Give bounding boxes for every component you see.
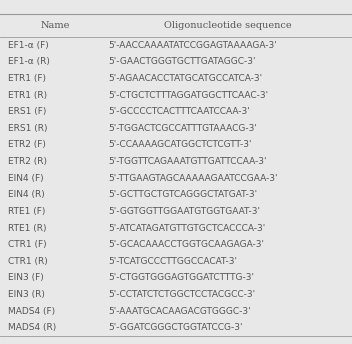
Text: ERS1 (F): ERS1 (F)	[8, 107, 46, 116]
Text: 5'-TGGACTCGCCATTTGTAAACG-3': 5'-TGGACTCGCCATTTGTAAACG-3'	[108, 124, 257, 133]
Text: 5'-TCATGCCCTTGGCCACAT-3': 5'-TCATGCCCTTGGCCACAT-3'	[108, 257, 237, 266]
Text: 5'-AACCAAAATATCCGGAGTAAAAGA-3': 5'-AACCAAAATATCCGGAGTAAAAGA-3'	[108, 41, 277, 50]
Text: ETR1 (R): ETR1 (R)	[8, 90, 47, 100]
Text: 5'-CTGGTGGGAGTGGATCTTTG-3': 5'-CTGGTGGGAGTGGATCTTTG-3'	[108, 273, 254, 282]
Text: 5'-CCTATCTCTGGCTCCTACGCC-3': 5'-CCTATCTCTGGCTCCTACGCC-3'	[108, 290, 255, 299]
Text: MADS4 (R): MADS4 (R)	[8, 323, 56, 332]
Text: 5'-CTGCTCTTTAGGATGGCTTCAAC-3': 5'-CTGCTCTTTAGGATGGCTTCAAC-3'	[108, 90, 268, 100]
Text: 5'-GGATCGGGCTGGTATCCG-3': 5'-GGATCGGGCTGGTATCCG-3'	[108, 323, 243, 332]
Text: RTE1 (R): RTE1 (R)	[8, 224, 46, 233]
Text: ETR1 (F): ETR1 (F)	[8, 74, 46, 83]
Text: EIN4 (R): EIN4 (R)	[8, 190, 45, 199]
Text: 5'-CCAAAAGCATGGCTCTCGTT-3': 5'-CCAAAAGCATGGCTCTCGTT-3'	[108, 140, 251, 150]
Text: 5'-TTGAAGTAGCAAAAAGAATCCGAA-3': 5'-TTGAAGTAGCAAAAAGAATCCGAA-3'	[108, 174, 277, 183]
Text: 5'-GAACTGGGTGCTTGATAGGC-3': 5'-GAACTGGGTGCTTGATAGGC-3'	[108, 57, 256, 66]
Text: CTR1 (F): CTR1 (F)	[8, 240, 46, 249]
Text: ETR2 (F): ETR2 (F)	[8, 140, 46, 150]
Text: Name: Name	[40, 21, 70, 31]
Text: EF1-α (F): EF1-α (F)	[8, 41, 49, 50]
Text: Oligonucleotide sequence: Oligonucleotide sequence	[164, 21, 292, 31]
Text: EIN3 (F): EIN3 (F)	[8, 273, 44, 282]
Text: MADS4 (F): MADS4 (F)	[8, 307, 55, 315]
Text: 5'-TGGTTCAGAAATGTTGATTCCAA-3': 5'-TGGTTCAGAAATGTTGATTCCAA-3'	[108, 157, 266, 166]
Text: ERS1 (R): ERS1 (R)	[8, 124, 48, 133]
Text: 5'-AGAACACCTATGCATGCCATCA-3': 5'-AGAACACCTATGCATGCCATCA-3'	[108, 74, 262, 83]
Text: 5'-AAATGCACAAGACGTGGGC-3': 5'-AAATGCACAAGACGTGGGC-3'	[108, 307, 251, 315]
Text: 5'-GCCCCTCACTTTCAATCCAA-3': 5'-GCCCCTCACTTTCAATCCAA-3'	[108, 107, 250, 116]
Text: 5'-GCTTGCTGTCAGGGCTATGAT-3': 5'-GCTTGCTGTCAGGGCTATGAT-3'	[108, 190, 257, 199]
Text: 5'-ATCATAGATGTTGTGCTCACCCA-3': 5'-ATCATAGATGTTGTGCTCACCCA-3'	[108, 224, 265, 233]
Text: EIN3 (R): EIN3 (R)	[8, 290, 45, 299]
Text: EF1-α (R): EF1-α (R)	[8, 57, 50, 66]
Text: EIN4 (F): EIN4 (F)	[8, 174, 44, 183]
Text: RTE1 (F): RTE1 (F)	[8, 207, 45, 216]
Text: ETR2 (R): ETR2 (R)	[8, 157, 47, 166]
Text: 5'-GCACAAACCTGGTGCAAGAGA-3': 5'-GCACAAACCTGGTGCAAGAGA-3'	[108, 240, 264, 249]
Text: CTR1 (R): CTR1 (R)	[8, 257, 48, 266]
Text: 5'-GGTGGTTGGAATGTGGTGAAT-3': 5'-GGTGGTTGGAATGTGGTGAAT-3'	[108, 207, 260, 216]
